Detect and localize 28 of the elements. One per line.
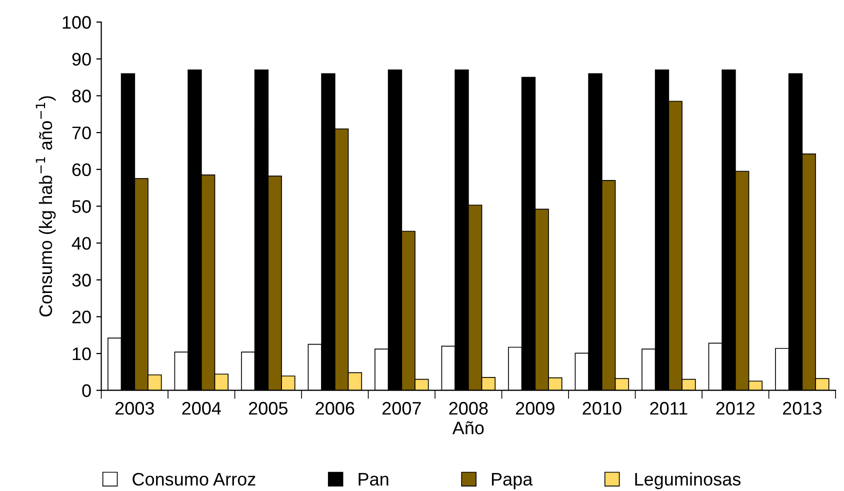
- y-tick-label: 10: [72, 347, 91, 360]
- x-tick-label: 2012: [716, 402, 755, 415]
- legend-label: Consumo Arroz: [132, 472, 256, 486]
- y-tick-label: 90: [72, 52, 91, 66]
- x-tick-label: 2009: [516, 402, 554, 415]
- y-tick-label: 40: [72, 236, 91, 250]
- x-tick-label: 2011: [650, 402, 688, 415]
- x-axis-title: Año: [452, 421, 484, 434]
- x-tick-label: 2005: [248, 402, 288, 415]
- y-axis-title: Consumo (kg hab$^{−1}$ año$^{−1}$): [36, 96, 56, 316]
- legend-label: Pan: [358, 473, 388, 486]
- x-tick-label: 2013: [783, 402, 822, 415]
- y-tick-label: 60: [72, 163, 91, 176]
- y-tick-label: 30: [72, 274, 91, 287]
- y-tick-label: 50: [72, 200, 91, 213]
- x-tick-label: 2008: [449, 402, 488, 415]
- y-tick-label: 80: [72, 90, 91, 102]
- y-tick-label: 100: [62, 16, 91, 29]
- x-tick-label: 2004: [182, 402, 221, 415]
- x-tick-label: 2003: [115, 402, 154, 415]
- legend-label: Leguminosas: [635, 472, 741, 490]
- y-tick-label: 70: [72, 126, 91, 140]
- x-tick-label: 2010: [582, 402, 622, 415]
- y-tick-label: 0: [82, 384, 91, 398]
- x-tick-label: 2007: [382, 402, 421, 415]
- x-tick-label: 2006: [316, 402, 354, 415]
- legend-label: Papa: [492, 473, 533, 490]
- y-tick-label: 20: [72, 310, 91, 324]
